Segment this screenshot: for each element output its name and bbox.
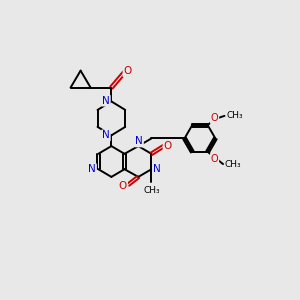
- Text: O: O: [211, 113, 218, 123]
- Text: N: N: [102, 96, 110, 106]
- Text: CH₃: CH₃: [225, 160, 241, 169]
- Text: N: N: [88, 164, 96, 174]
- Text: N: N: [153, 164, 161, 174]
- Text: O: O: [164, 141, 172, 151]
- Text: O: O: [123, 66, 132, 76]
- Text: CH₃: CH₃: [143, 186, 160, 195]
- Text: N: N: [102, 130, 110, 140]
- Text: CH₃: CH₃: [226, 111, 243, 120]
- Text: O: O: [119, 181, 127, 191]
- Text: N: N: [135, 136, 143, 146]
- Text: O: O: [211, 154, 218, 164]
